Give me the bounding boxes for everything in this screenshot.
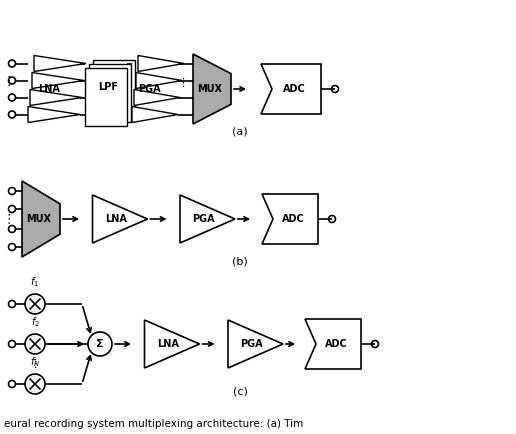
Circle shape xyxy=(8,206,15,213)
Polygon shape xyxy=(92,195,148,243)
Bar xyxy=(93,60,135,118)
Circle shape xyxy=(8,300,15,308)
Polygon shape xyxy=(22,181,60,257)
Circle shape xyxy=(8,341,15,348)
Circle shape xyxy=(8,60,15,67)
Circle shape xyxy=(88,332,112,356)
Circle shape xyxy=(8,111,15,118)
Circle shape xyxy=(331,85,338,92)
Circle shape xyxy=(25,374,45,394)
Text: (a): (a) xyxy=(232,127,248,137)
Text: ADC: ADC xyxy=(282,214,304,224)
Bar xyxy=(85,68,127,126)
Text: ADC: ADC xyxy=(283,84,305,94)
Polygon shape xyxy=(28,106,80,122)
Polygon shape xyxy=(262,194,318,244)
Circle shape xyxy=(8,226,15,233)
Text: $f_2$: $f_2$ xyxy=(30,315,40,329)
Text: ⋮: ⋮ xyxy=(3,213,15,226)
Polygon shape xyxy=(32,72,84,89)
Polygon shape xyxy=(193,54,231,124)
Polygon shape xyxy=(228,320,283,368)
Polygon shape xyxy=(144,320,200,368)
Polygon shape xyxy=(134,89,180,105)
Bar xyxy=(89,64,131,122)
Text: ⋮: ⋮ xyxy=(29,359,41,369)
Circle shape xyxy=(329,216,335,223)
Polygon shape xyxy=(180,195,235,243)
Circle shape xyxy=(372,341,379,348)
Text: Σ: Σ xyxy=(96,339,104,349)
Circle shape xyxy=(8,77,15,84)
Text: ⋮: ⋮ xyxy=(178,78,188,88)
Text: $f_N$: $f_N$ xyxy=(30,355,40,369)
Text: $f_1$: $f_1$ xyxy=(30,275,40,289)
Text: PGA: PGA xyxy=(240,339,263,349)
Polygon shape xyxy=(305,319,361,369)
Polygon shape xyxy=(30,89,82,105)
Text: LNA: LNA xyxy=(157,339,179,349)
Circle shape xyxy=(8,94,15,101)
Text: LNA: LNA xyxy=(38,84,60,94)
Polygon shape xyxy=(138,56,184,72)
Circle shape xyxy=(8,381,15,388)
Circle shape xyxy=(8,187,15,194)
Circle shape xyxy=(8,243,15,250)
Polygon shape xyxy=(132,106,178,122)
Text: PGA: PGA xyxy=(138,84,161,94)
Polygon shape xyxy=(136,72,182,89)
Circle shape xyxy=(25,294,45,314)
Text: ADC: ADC xyxy=(325,339,348,349)
Text: LNA: LNA xyxy=(105,214,126,224)
Text: MUX: MUX xyxy=(198,84,222,94)
Polygon shape xyxy=(34,56,86,72)
Text: (b): (b) xyxy=(232,257,248,267)
Circle shape xyxy=(25,334,45,354)
Text: MUX: MUX xyxy=(26,214,52,224)
Text: PGA: PGA xyxy=(192,214,215,224)
Text: LPF: LPF xyxy=(98,82,118,92)
Text: eural recording system multiplexing architecture: (a) Tim: eural recording system multiplexing arch… xyxy=(4,419,303,429)
Text: (c): (c) xyxy=(233,387,248,397)
Polygon shape xyxy=(261,64,321,114)
Text: ⋮: ⋮ xyxy=(3,75,15,88)
